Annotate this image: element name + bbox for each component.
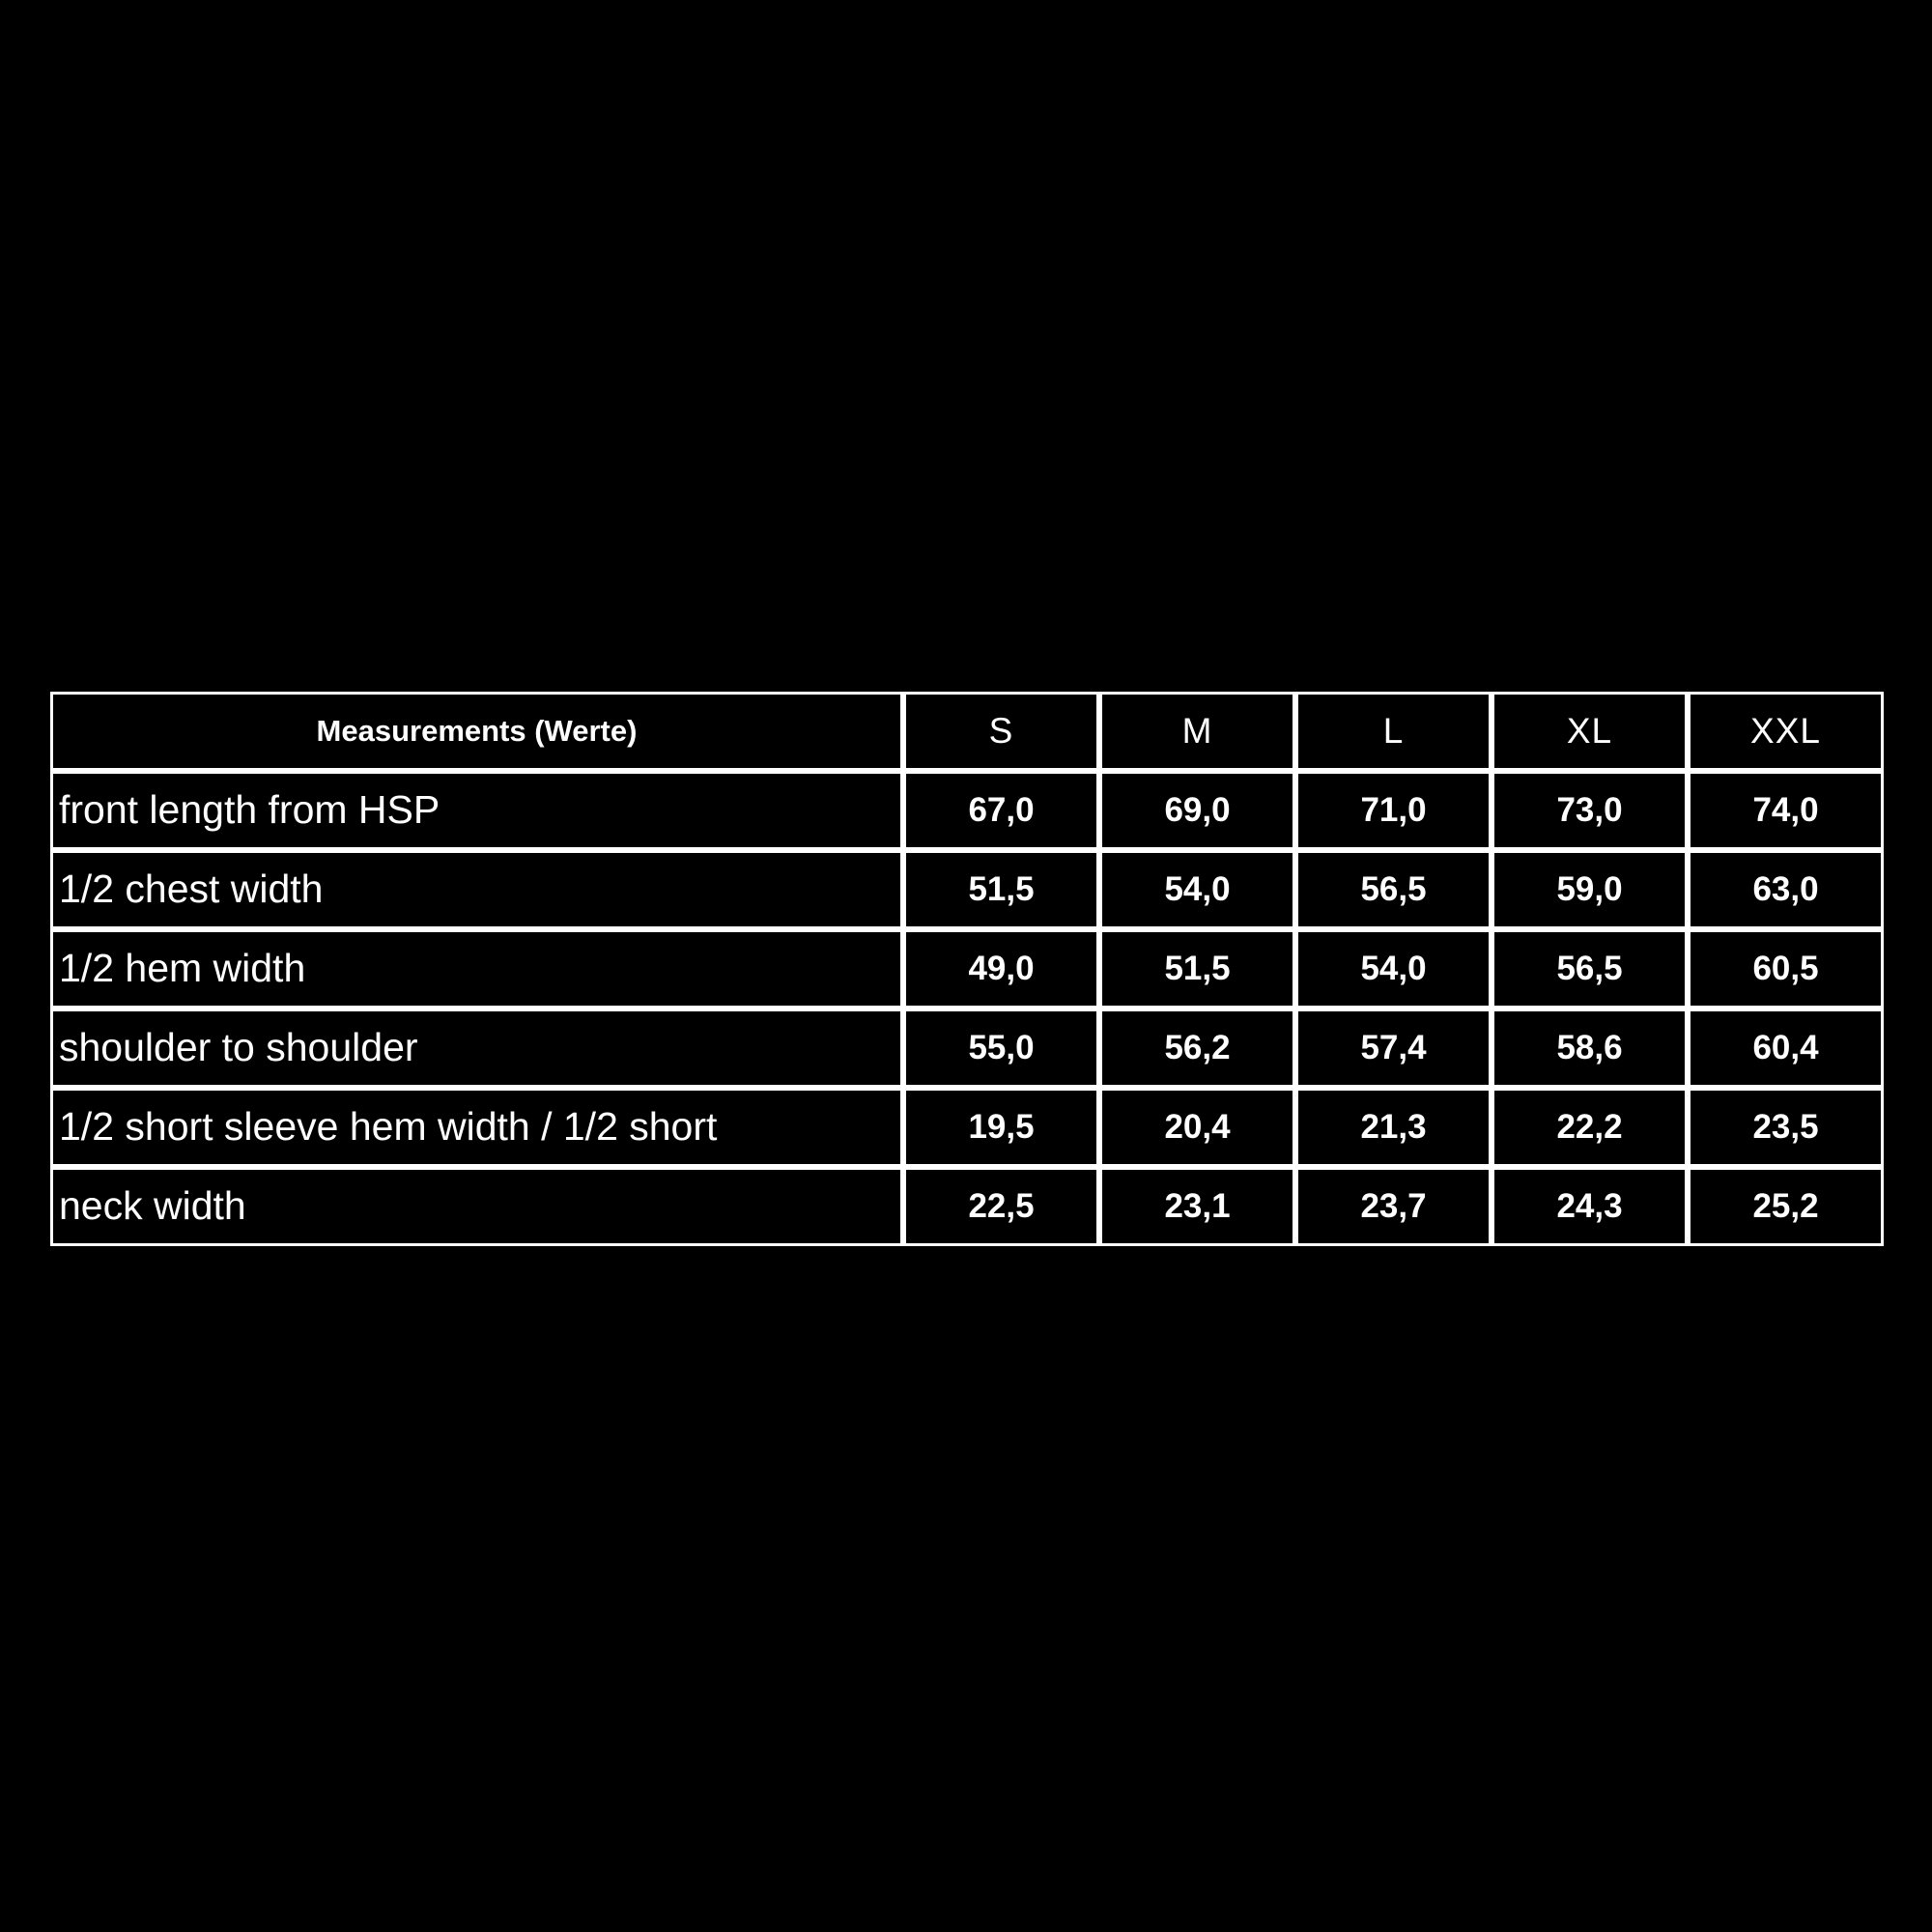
cell-shoulder-xxl: 60,4 (1688, 1009, 1884, 1088)
cell-sleeve-hem-l: 21,3 (1295, 1088, 1492, 1167)
size-column-header-l: L (1295, 692, 1492, 771)
cell-front-length-m: 69,0 (1099, 771, 1295, 850)
cell-hem-width-l: 54,0 (1295, 929, 1492, 1009)
cell-chest-width-s: 51,5 (903, 850, 1099, 929)
cell-neck-width-l: 23,7 (1295, 1167, 1492, 1246)
row-label-chest-width: 1/2 chest width (50, 850, 903, 929)
size-column-header-s: S (903, 692, 1099, 771)
cell-sleeve-hem-s: 19,5 (903, 1088, 1099, 1167)
cell-front-length-xl: 73,0 (1492, 771, 1688, 850)
table-body: front length from HSP 67,0 69,0 71,0 73,… (50, 771, 1884, 1246)
cell-shoulder-s: 55,0 (903, 1009, 1099, 1088)
row-label-neck-width: neck width (50, 1167, 903, 1246)
cell-sleeve-hem-xxl: 23,5 (1688, 1088, 1884, 1167)
table-row: 1/2 chest width 51,5 54,0 56,5 59,0 63,0 (50, 850, 1884, 929)
size-chart-container: Measurements (Werte) S M L XL XXL front … (50, 692, 1884, 1246)
cell-sleeve-hem-xl: 22,2 (1492, 1088, 1688, 1167)
size-measurement-table: Measurements (Werte) S M L XL XXL front … (50, 692, 1884, 1246)
table-row: neck width 22,5 23,1 23,7 24,3 25,2 (50, 1167, 1884, 1246)
size-column-header-xl: XL (1492, 692, 1688, 771)
table-header: Measurements (Werte) S M L XL XXL (50, 692, 1884, 771)
cell-neck-width-m: 23,1 (1099, 1167, 1295, 1246)
cell-shoulder-xl: 58,6 (1492, 1009, 1688, 1088)
cell-hem-width-m: 51,5 (1099, 929, 1295, 1009)
row-label-front-length: front length from HSP (50, 771, 903, 850)
size-column-header-xxl: XXL (1688, 692, 1884, 771)
cell-hem-width-xxl: 60,5 (1688, 929, 1884, 1009)
cell-front-length-s: 67,0 (903, 771, 1099, 850)
size-column-header-m: M (1099, 692, 1295, 771)
row-label-shoulder-to-shoulder: shoulder to shoulder (50, 1009, 903, 1088)
table-row: 1/2 short sleeve hem width / 1/2 short 1… (50, 1088, 1884, 1167)
row-label-short-sleeve-hem-width: 1/2 short sleeve hem width / 1/2 short (50, 1088, 903, 1167)
cell-hem-width-xl: 56,5 (1492, 929, 1688, 1009)
cell-neck-width-xxl: 25,2 (1688, 1167, 1884, 1246)
cell-shoulder-m: 56,2 (1099, 1009, 1295, 1088)
cell-chest-width-xl: 59,0 (1492, 850, 1688, 929)
cell-front-length-l: 71,0 (1295, 771, 1492, 850)
cell-chest-width-xxl: 63,0 (1688, 850, 1884, 929)
header-row: Measurements (Werte) S M L XL XXL (50, 692, 1884, 771)
cell-neck-width-s: 22,5 (903, 1167, 1099, 1246)
cell-chest-width-l: 56,5 (1295, 850, 1492, 929)
row-label-hem-width: 1/2 hem width (50, 929, 903, 1009)
cell-shoulder-l: 57,4 (1295, 1009, 1492, 1088)
cell-neck-width-xl: 24,3 (1492, 1167, 1688, 1246)
cell-sleeve-hem-m: 20,4 (1099, 1088, 1295, 1167)
cell-front-length-xxl: 74,0 (1688, 771, 1884, 850)
table-row: shoulder to shoulder 55,0 56,2 57,4 58,6… (50, 1009, 1884, 1088)
measurements-column-header: Measurements (Werte) (50, 692, 903, 771)
cell-chest-width-m: 54,0 (1099, 850, 1295, 929)
table-row: 1/2 hem width 49,0 51,5 54,0 56,5 60,5 (50, 929, 1884, 1009)
table-row: front length from HSP 67,0 69,0 71,0 73,… (50, 771, 1884, 850)
cell-hem-width-s: 49,0 (903, 929, 1099, 1009)
